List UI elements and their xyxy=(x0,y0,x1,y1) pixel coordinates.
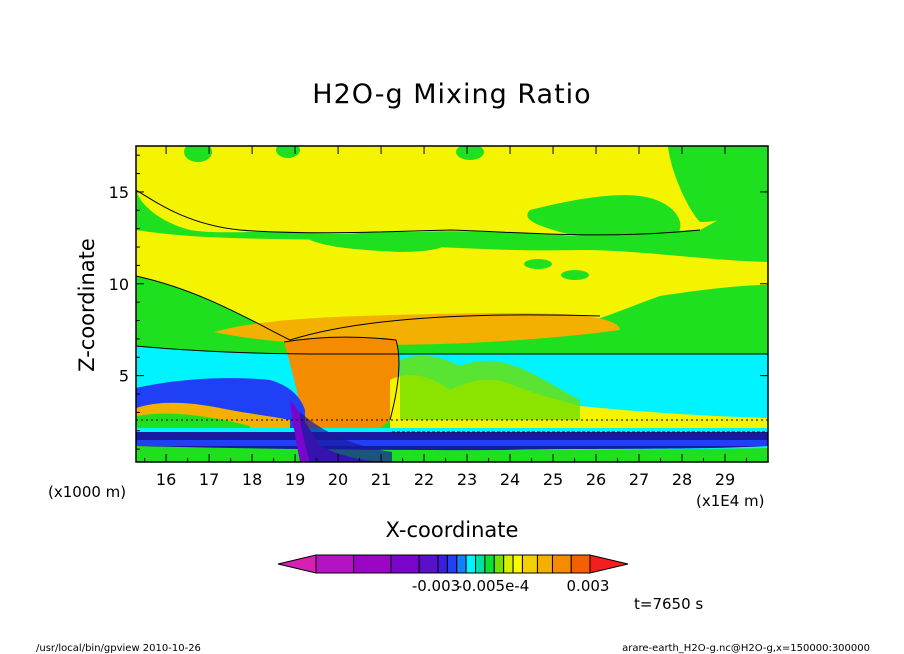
x-axis-label: X-coordinate xyxy=(386,518,519,542)
y-tick-label: 10 xyxy=(109,275,129,294)
x-tick-label: 20 xyxy=(328,470,348,489)
colorbar-swatch xyxy=(503,554,514,574)
footer-left: /usr/local/bin/gpview 2010-10-26 xyxy=(36,643,201,654)
field-darkorange-core xyxy=(284,337,399,436)
chart-title: H2O-g Mixing Ratio xyxy=(312,79,591,110)
colorbar xyxy=(277,554,629,574)
colorbar-swatch xyxy=(465,554,477,574)
field-orange-anvil xyxy=(214,313,620,345)
footer-right: arare-earth_H2O-g.nc@H2O-g,x=150000:3000… xyxy=(622,643,870,654)
colorbar-label: -0.005e-4 xyxy=(457,577,530,595)
field-navy-downdraft xyxy=(300,412,392,462)
field-green-top-2 xyxy=(276,146,300,158)
contour-field xyxy=(136,146,768,462)
field-blue-bottom xyxy=(136,440,768,446)
x-tick-label: 28 xyxy=(672,470,692,489)
colorbar-swatch xyxy=(484,554,495,574)
field-green-blob-a xyxy=(561,270,589,280)
colorbar-swatch xyxy=(493,554,505,574)
field-green-blob-b xyxy=(524,259,552,269)
time-label: t=7650 s xyxy=(634,595,703,613)
x-tick-label: 23 xyxy=(457,470,477,489)
x-tick-label: 16 xyxy=(156,470,176,489)
x-tick-label: 24 xyxy=(500,470,520,489)
x-axis-ticks: 16 17 18 19 20 21 22 23 24 25 26 27 28 29 xyxy=(144,146,748,489)
colorbar-swatch xyxy=(475,554,486,574)
contour-line-5 xyxy=(283,336,400,421)
colorbar-swatch xyxy=(437,554,448,574)
colorbar-swatch xyxy=(570,554,591,574)
colorbar-label: -0.003 xyxy=(412,577,460,595)
contour-line-2 xyxy=(136,275,601,341)
x-tick-label: 18 xyxy=(242,470,262,489)
field-green-top-right xyxy=(668,146,768,222)
x-tick-label: 26 xyxy=(586,470,606,489)
field-lightgreen-convection xyxy=(400,355,580,420)
colorbar-min-arrow xyxy=(277,554,317,574)
field-green-mid xyxy=(527,195,681,243)
colorbar-label: 0.003 xyxy=(567,577,610,595)
y-tick-label: 5 xyxy=(119,367,129,386)
x-tick-label: 25 xyxy=(543,470,563,489)
field-green-top-1 xyxy=(184,146,212,162)
colorbar-swatch xyxy=(512,554,523,574)
y-unit-label: (x1000 m) xyxy=(48,483,126,501)
x-unit-label: (x1E4 m) xyxy=(696,492,765,510)
x-tick-label: 27 xyxy=(629,470,649,489)
field-green-bottom xyxy=(136,446,768,462)
plot-frame xyxy=(135,145,769,463)
y-axis-ticks: 5 10 15 xyxy=(109,154,768,450)
colorbar-swatch xyxy=(536,554,553,574)
x-tick-label: 21 xyxy=(371,470,391,489)
colorbar-swatch xyxy=(315,554,355,574)
contour-line-3 xyxy=(136,345,768,355)
colorbar-max-arrow xyxy=(589,554,629,574)
y-tick-label: 15 xyxy=(109,183,129,202)
x-tick-label: 17 xyxy=(199,470,219,489)
colorbar-swatch xyxy=(390,554,420,574)
colorbar-swatch xyxy=(418,554,439,574)
x-tick-label: 29 xyxy=(715,470,735,489)
field-green-band xyxy=(310,231,448,252)
colorbar-swatch xyxy=(551,554,572,574)
colorbar-swatch xyxy=(353,554,392,574)
colorbar-swatch xyxy=(446,554,458,574)
y-axis-label: Z-coordinate xyxy=(75,238,99,372)
colorbar-labels: -0.003-0.005e-4 0.003 xyxy=(412,577,610,595)
x-tick-label: 19 xyxy=(285,470,305,489)
field-green-top-3 xyxy=(456,146,484,160)
colorbar-swatch xyxy=(521,554,538,574)
x-tick-label: 22 xyxy=(414,470,434,489)
contour-line-1 xyxy=(136,189,701,236)
colorbar-swatch xyxy=(456,554,467,574)
